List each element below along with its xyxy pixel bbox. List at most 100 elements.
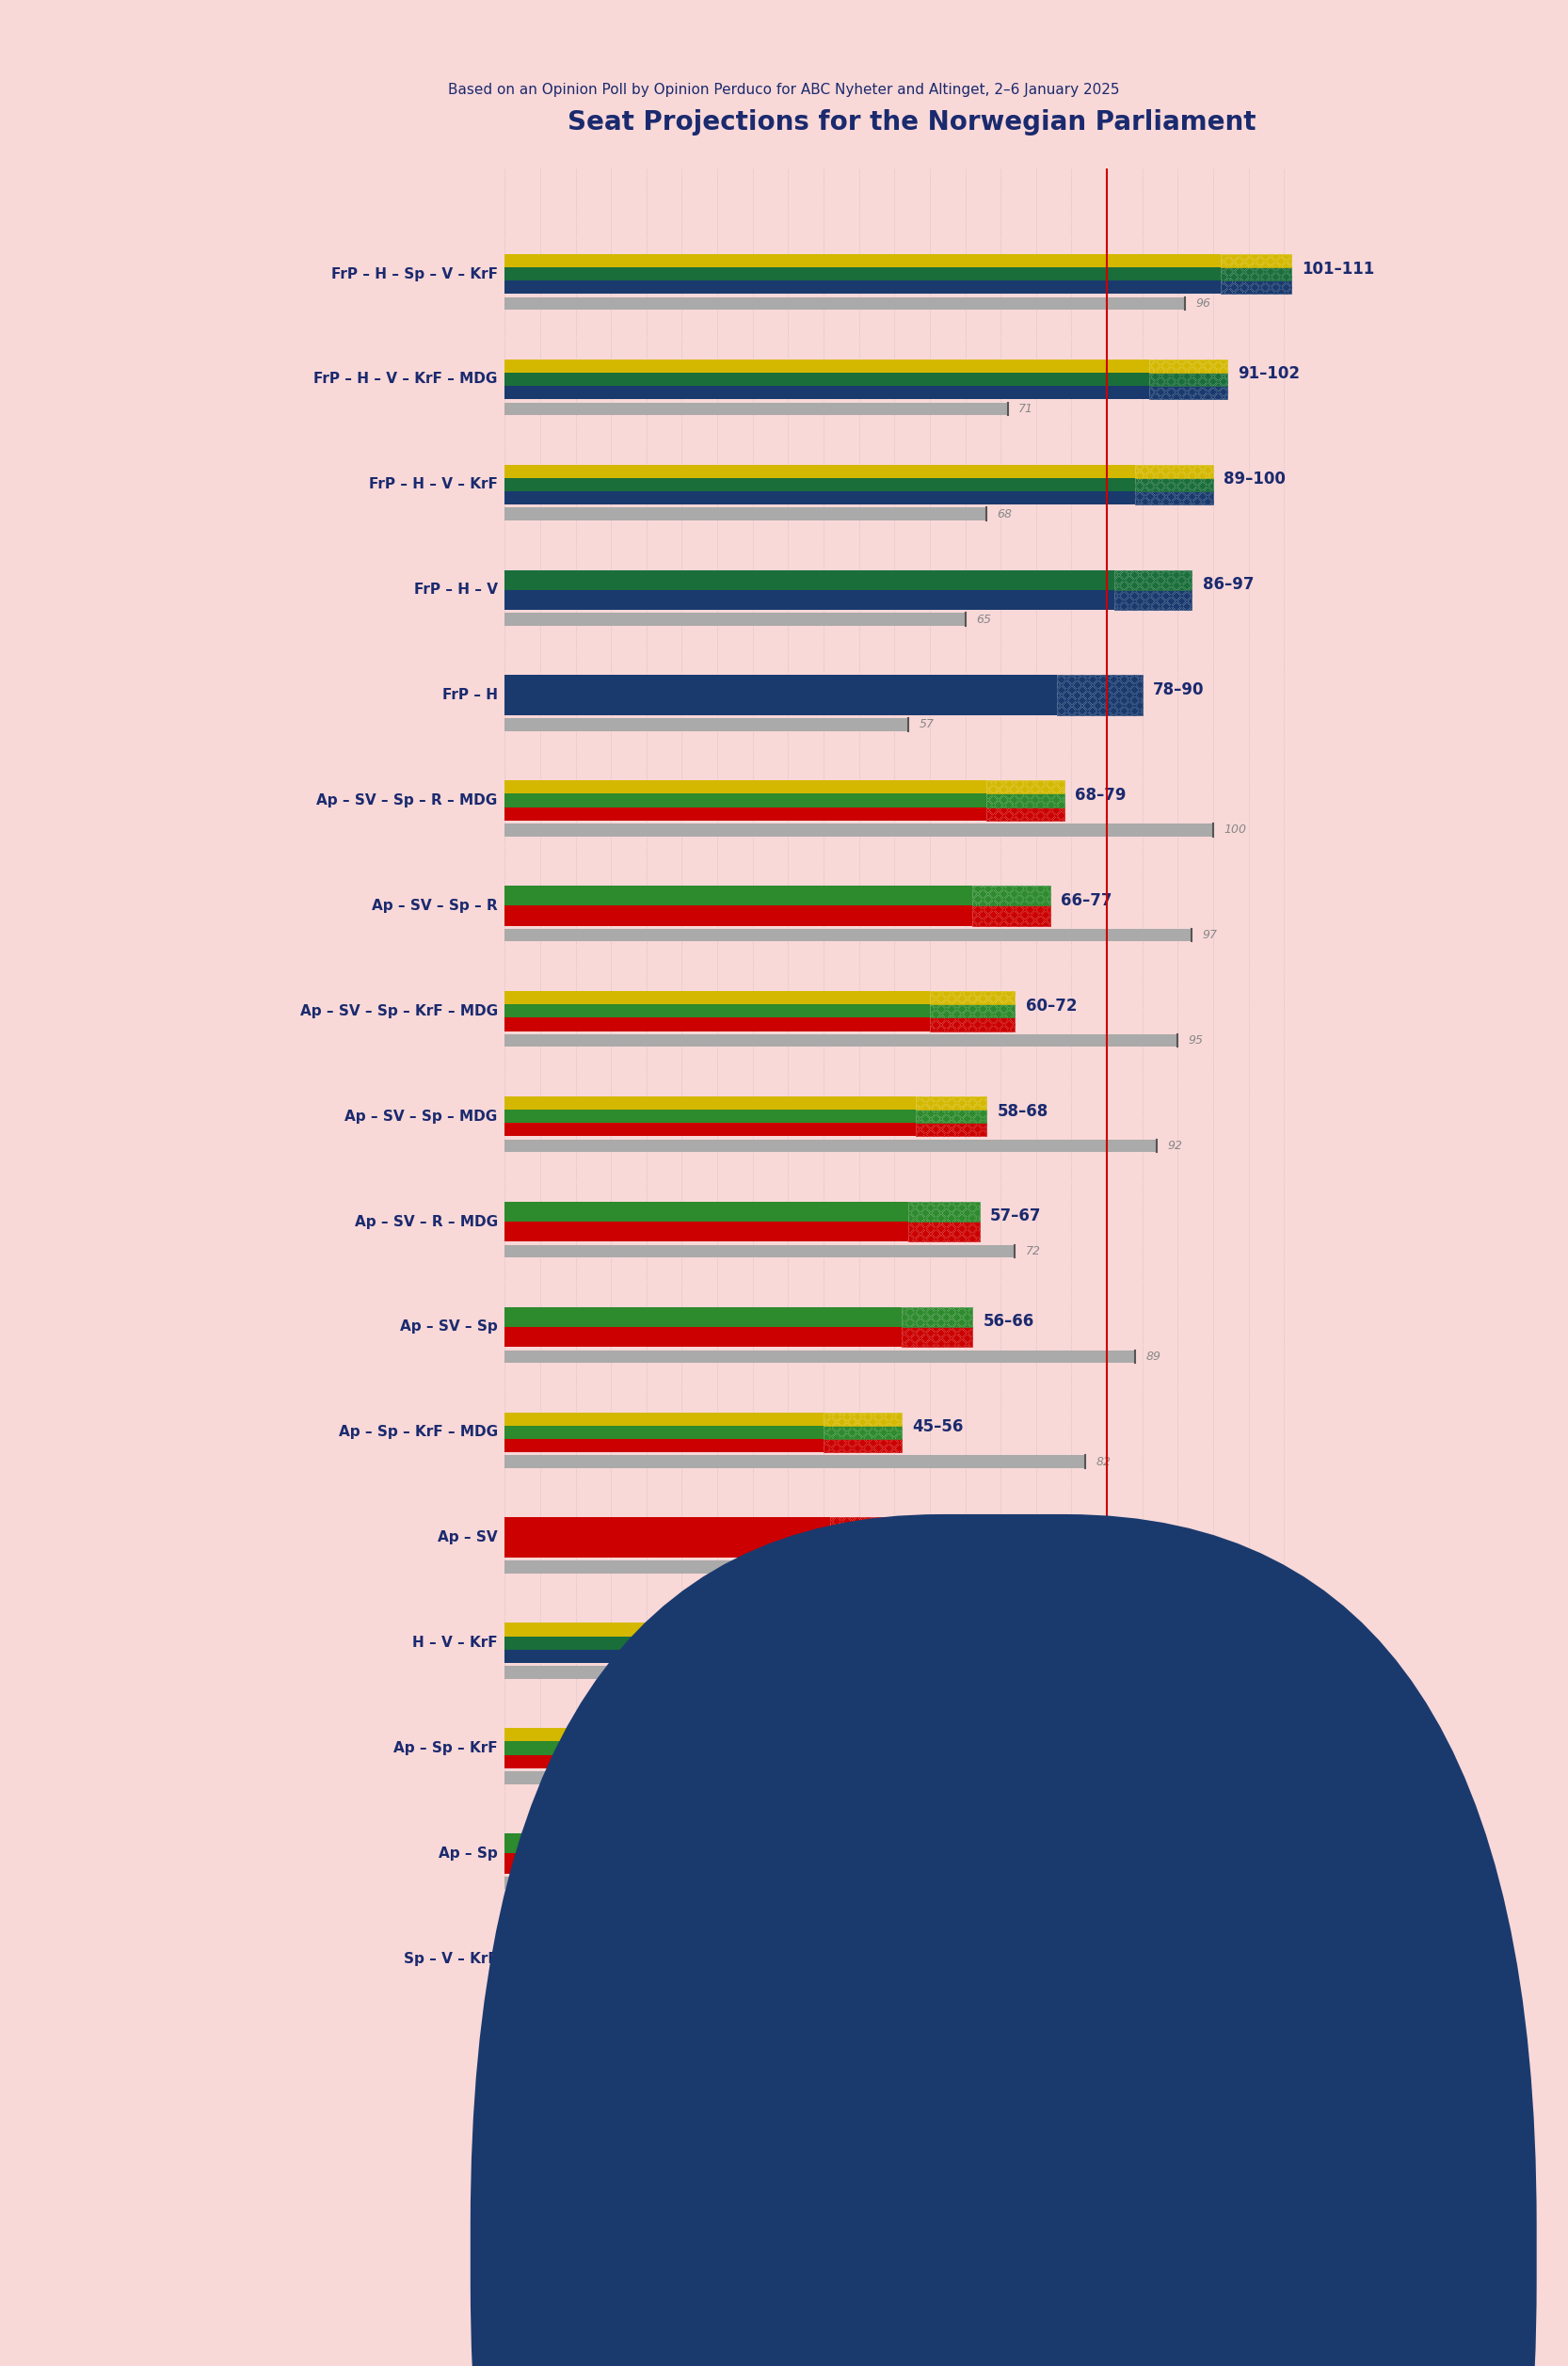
Text: 91–102: 91–102 <box>1239 364 1300 383</box>
Text: 79: 79 <box>1076 1772 1090 1784</box>
FancyBboxPatch shape <box>618 1938 696 1952</box>
FancyBboxPatch shape <box>803 1834 859 1853</box>
Text: 89: 89 <box>1146 1351 1160 1363</box>
FancyBboxPatch shape <box>505 1834 803 1853</box>
FancyBboxPatch shape <box>1135 464 1214 478</box>
FancyBboxPatch shape <box>1057 674 1143 715</box>
Text: 72: 72 <box>1025 1245 1041 1256</box>
FancyBboxPatch shape <box>505 386 1149 400</box>
Text: 82: 82 <box>1096 1455 1112 1467</box>
Text: 16–27: 16–27 <box>707 1945 757 1961</box>
Text: Ap – SV – Sp: Ap – SV – Sp <box>400 1320 497 1334</box>
Text: 101–111: 101–111 <box>1301 260 1375 277</box>
FancyBboxPatch shape <box>505 1095 916 1110</box>
FancyBboxPatch shape <box>505 282 1220 293</box>
FancyBboxPatch shape <box>972 885 1051 906</box>
Text: 60–72: 60–72 <box>1025 998 1077 1015</box>
Text: 39: 39 <box>792 1983 806 1995</box>
Text: 47: 47 <box>848 1666 864 1677</box>
FancyBboxPatch shape <box>1220 267 1290 282</box>
FancyBboxPatch shape <box>505 492 1135 504</box>
FancyBboxPatch shape <box>505 1952 618 1966</box>
FancyBboxPatch shape <box>505 1034 1178 1046</box>
Text: Ap – Sp – KrF – MDG: Ap – Sp – KrF – MDG <box>339 1424 497 1439</box>
FancyBboxPatch shape <box>505 674 1057 715</box>
Text: 58–68: 58–68 <box>997 1103 1047 1119</box>
Text: Ap – SV – Sp – R – MDG: Ap – SV – Sp – R – MDG <box>317 793 497 807</box>
FancyBboxPatch shape <box>505 781 986 793</box>
Text: Based on an Opinion Poll by Opinion Perduco for ABC Nyheter and Altinget, 2–6 Ja: Based on an Opinion Poll by Opinion Perd… <box>448 83 1120 97</box>
FancyBboxPatch shape <box>618 1966 696 1978</box>
Text: 57–67: 57–67 <box>989 1209 1041 1226</box>
FancyBboxPatch shape <box>505 1756 817 1767</box>
FancyBboxPatch shape <box>1220 282 1290 293</box>
Text: 44–54: 44–54 <box>898 1734 949 1751</box>
FancyBboxPatch shape <box>505 1245 1014 1256</box>
FancyBboxPatch shape <box>505 1140 1157 1152</box>
FancyBboxPatch shape <box>505 1110 916 1124</box>
FancyBboxPatch shape <box>505 478 1135 492</box>
FancyBboxPatch shape <box>803 1853 859 1874</box>
FancyBboxPatch shape <box>817 1756 887 1767</box>
Text: 57: 57 <box>919 719 935 731</box>
FancyBboxPatch shape <box>505 930 1192 942</box>
FancyBboxPatch shape <box>930 1017 1014 1032</box>
Text: Last result: Last result <box>1173 2354 1242 2366</box>
Text: Sp – V – KrF: Sp – V – KrF <box>403 1952 497 1966</box>
FancyBboxPatch shape <box>809 1649 894 1663</box>
FancyBboxPatch shape <box>916 1095 986 1110</box>
Text: 100: 100 <box>1223 823 1247 835</box>
FancyBboxPatch shape <box>505 1562 936 1573</box>
Text: 71: 71 <box>1018 402 1033 414</box>
FancyBboxPatch shape <box>908 1221 980 1242</box>
Text: 97: 97 <box>1203 930 1218 942</box>
FancyBboxPatch shape <box>505 402 1008 414</box>
Text: 46–55: 46–55 <box>905 1524 956 1540</box>
FancyBboxPatch shape <box>505 570 1113 589</box>
FancyBboxPatch shape <box>505 613 966 625</box>
FancyBboxPatch shape <box>986 793 1065 807</box>
FancyBboxPatch shape <box>505 1306 902 1327</box>
Text: 61: 61 <box>947 1562 963 1573</box>
FancyBboxPatch shape <box>817 1741 887 1756</box>
FancyBboxPatch shape <box>823 1439 902 1453</box>
FancyBboxPatch shape <box>505 1637 809 1649</box>
FancyBboxPatch shape <box>505 1772 1065 1784</box>
FancyBboxPatch shape <box>986 781 1065 793</box>
FancyBboxPatch shape <box>1113 589 1192 610</box>
Text: FrP – H – Sp – V – KrF: FrP – H – Sp – V – KrF <box>331 267 497 282</box>
Text: FrP – H: FrP – H <box>442 689 497 703</box>
FancyBboxPatch shape <box>505 1649 809 1663</box>
Text: 96: 96 <box>1195 298 1210 310</box>
FancyBboxPatch shape <box>505 1455 1085 1467</box>
FancyBboxPatch shape <box>1113 570 1192 589</box>
Text: 45–56: 45–56 <box>913 1420 963 1436</box>
FancyBboxPatch shape <box>505 1623 809 1637</box>
FancyBboxPatch shape <box>1135 478 1214 492</box>
FancyBboxPatch shape <box>505 1666 837 1677</box>
FancyBboxPatch shape <box>505 1727 817 1741</box>
FancyBboxPatch shape <box>505 1413 823 1427</box>
FancyBboxPatch shape <box>505 1517 831 1557</box>
FancyBboxPatch shape <box>505 298 1185 310</box>
Text: FrP – H – V – KrF: FrP – H – V – KrF <box>368 478 497 492</box>
FancyBboxPatch shape <box>505 1983 781 1995</box>
FancyBboxPatch shape <box>505 1741 817 1756</box>
Text: 89–100: 89–100 <box>1223 471 1286 487</box>
FancyBboxPatch shape <box>1149 360 1228 371</box>
Text: Ap – SV: Ap – SV <box>437 1531 497 1545</box>
FancyBboxPatch shape <box>505 1427 823 1439</box>
FancyBboxPatch shape <box>505 464 1135 478</box>
FancyBboxPatch shape <box>916 1110 986 1124</box>
FancyBboxPatch shape <box>823 1413 902 1427</box>
FancyBboxPatch shape <box>505 1006 930 1017</box>
FancyBboxPatch shape <box>1149 371 1228 386</box>
FancyBboxPatch shape <box>986 807 1065 821</box>
FancyBboxPatch shape <box>809 1623 894 1637</box>
FancyBboxPatch shape <box>505 1124 916 1136</box>
FancyBboxPatch shape <box>505 823 1214 835</box>
FancyBboxPatch shape <box>930 991 1014 1006</box>
FancyBboxPatch shape <box>505 1221 908 1242</box>
FancyBboxPatch shape <box>505 267 1220 282</box>
FancyBboxPatch shape <box>505 509 986 521</box>
